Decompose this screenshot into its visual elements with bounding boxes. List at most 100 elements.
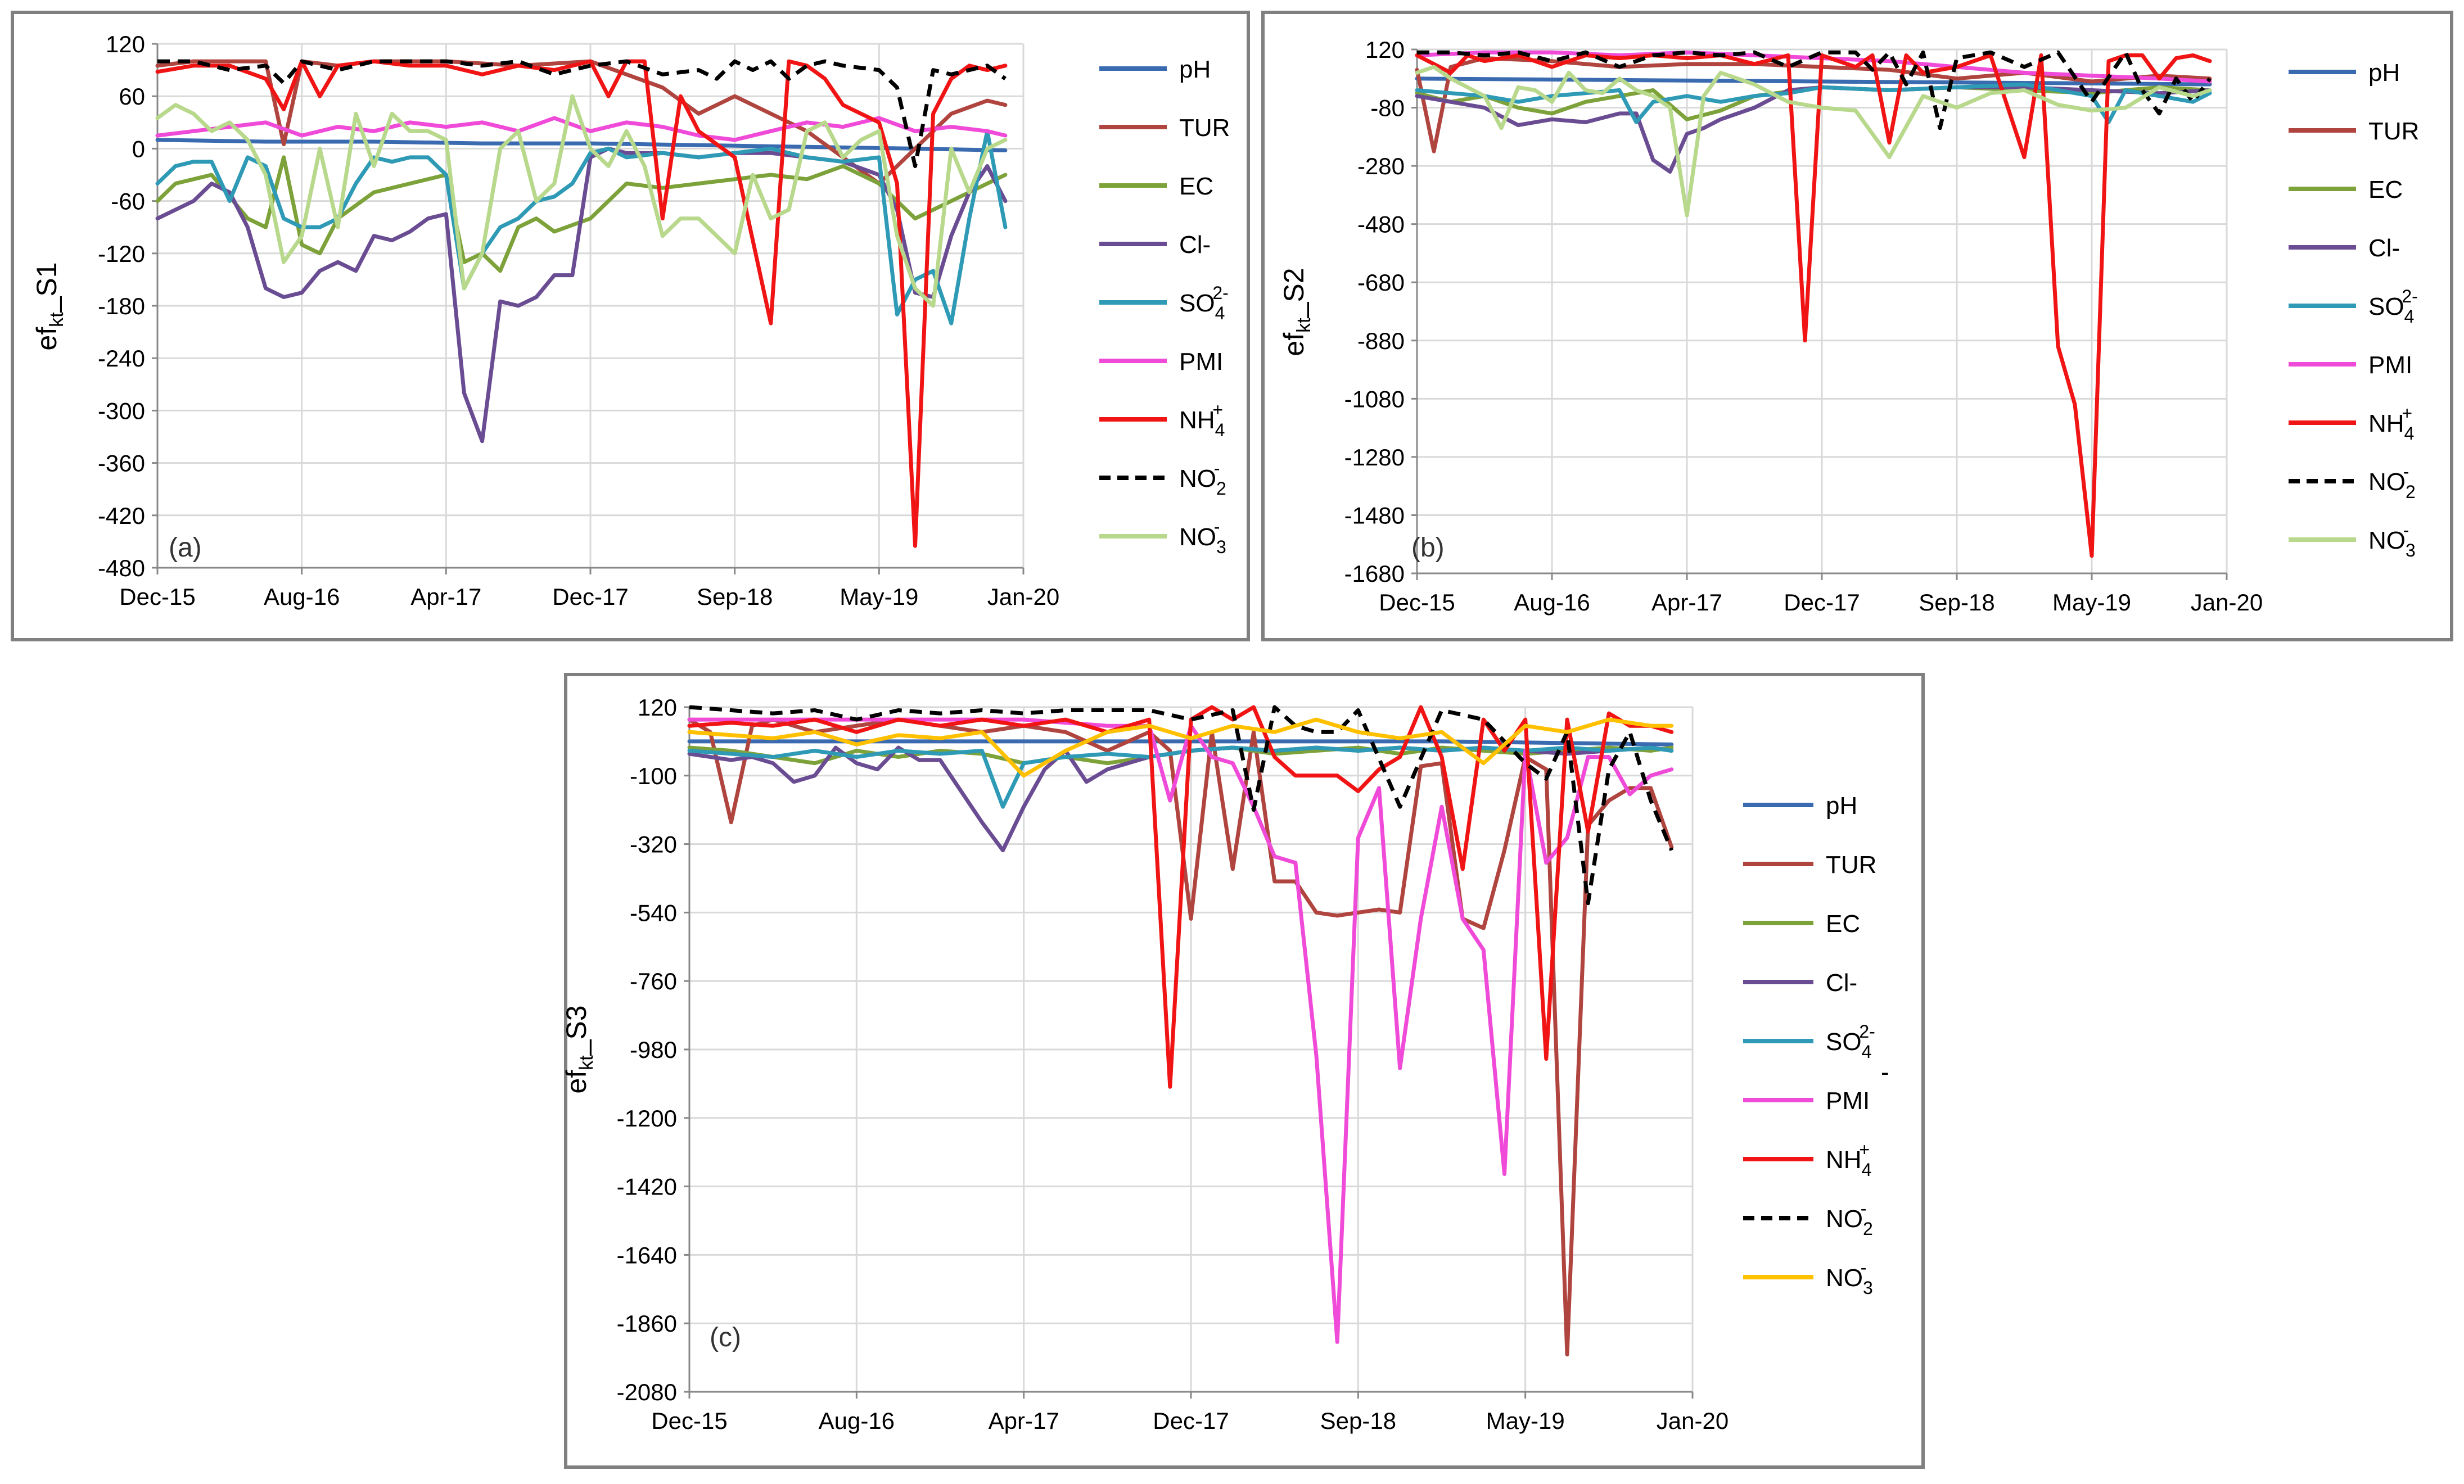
legend-subscript: 2	[1216, 478, 1226, 499]
y-tick-label: -1280	[1344, 444, 1405, 470]
legend-entry: PMI	[1826, 1087, 1870, 1115]
legend-text: EC	[1826, 910, 1860, 938]
legend-subscript: 3	[2406, 540, 2416, 560]
x-tick-label: Sep-18	[697, 583, 773, 610]
x-tick-label: Dec-17	[552, 583, 628, 610]
y-tick-label: -2080	[617, 1379, 677, 1405]
legend-stray-mark: -	[1881, 1058, 1889, 1086]
legend-text: EC	[2368, 176, 2403, 203]
legend-superscript: -	[2403, 520, 2409, 540]
legend-text: NO	[2368, 527, 2406, 554]
y-axis-label-suffix: _S1	[31, 262, 62, 313]
series-line-no3a	[155, 94, 1008, 308]
y-tick-label: 120	[638, 694, 677, 721]
y-tick-label: -880	[1357, 328, 1405, 354]
x-tick-label: Apr-17	[989, 1408, 1059, 1434]
legend-entry: NO3-	[1826, 1257, 1873, 1298]
y-tick-label: -980	[630, 1037, 677, 1063]
legend-text: pH	[1179, 56, 1211, 83]
y-tick-label: -60	[111, 188, 145, 215]
y-tick-label: -1420	[617, 1174, 677, 1200]
panel-label: (c)	[710, 1323, 741, 1352]
legend-text: Cl-	[1826, 969, 1857, 997]
legend-text: NH	[1826, 1146, 1862, 1174]
legend-superscript: -	[1861, 1257, 1867, 1278]
legend-text: NH	[1179, 406, 1215, 434]
legend-entry: TUR	[2368, 117, 2419, 145]
y-tick-label: 120	[1365, 37, 1405, 63]
y-axis-label: efkt_S3	[561, 1005, 597, 1093]
legend-text: TUR	[1826, 851, 1876, 879]
legend-entry: TUR	[1826, 851, 1876, 879]
legend-text: NO	[2368, 468, 2406, 496]
legend-superscript: +	[2402, 403, 2412, 423]
legend-superscript: +	[1212, 400, 1223, 420]
y-tick-label: -1080	[1344, 386, 1405, 412]
legend-subscript: 4	[1215, 303, 1225, 323]
legend-text: SO	[2368, 293, 2404, 320]
legend-text: PMI	[2368, 351, 2412, 379]
y-tick-label: 60	[119, 83, 145, 110]
x-tick-label: May-19	[840, 583, 918, 610]
series-line-no3a	[1415, 65, 2212, 218]
legend-entry: NH4+	[1826, 1139, 1871, 1180]
series-line-so4	[687, 745, 1674, 809]
legend-text: Cl-	[1179, 231, 1211, 259]
y-axis-label-main: ef	[561, 1070, 592, 1094]
legend-subscript: 2	[2406, 482, 2416, 502]
x-tick-label: Dec-17	[1784, 589, 1860, 616]
legend-superscript: -	[1861, 1198, 1867, 1219]
y-axis-label: efkt_S1	[31, 262, 67, 350]
series-line-no2	[157, 59, 1007, 168]
legend-text: NO	[1826, 1264, 1863, 1292]
y-tick-label: -1680	[1344, 560, 1405, 587]
legend-subscript: 4	[2404, 306, 2415, 327]
legend-text: NO	[1179, 523, 1216, 551]
legend-superscript: -	[1214, 517, 1220, 537]
legend-subscript: 3	[1863, 1278, 1873, 1298]
legend-text: TUR	[2368, 117, 2419, 145]
x-tick-label: Sep-18	[1919, 589, 1994, 616]
x-tick-label: Aug-16	[819, 1408, 895, 1434]
series-line-pmi	[155, 116, 1008, 142]
x-tick-label: Apr-17	[410, 583, 481, 610]
y-tick-label: -120	[98, 241, 145, 267]
legend-subscript: 4	[1862, 1160, 1872, 1180]
legend-text: NO	[1826, 1205, 1863, 1233]
panel-frame	[11, 11, 1250, 641]
legend-entry: pH	[1826, 792, 1857, 820]
y-axis-label-suffix: _S2	[1278, 268, 1310, 318]
y-tick-label: -540	[630, 899, 677, 926]
y-tick-label: -420	[98, 503, 145, 529]
x-tick-label: May-19	[1486, 1408, 1565, 1434]
legend-subscript: 4	[2404, 423, 2415, 444]
legend-entry: EC	[1826, 910, 1860, 938]
legend-subscript: 2	[1863, 1219, 1873, 1239]
x-tick-label: Jan-20	[1657, 1408, 1729, 1434]
legend-entry: Cl-	[1826, 969, 1857, 997]
x-tick-label: Dec-17	[1153, 1408, 1229, 1434]
legend-superscript: +	[1859, 1139, 1870, 1160]
legend-entry: PMI	[1179, 348, 1223, 375]
legend-subscript: 4	[1215, 420, 1225, 440]
legend-entry: NH4+	[2368, 403, 2414, 444]
legend-entry: pH	[1179, 56, 1211, 83]
x-tick-label: Jan-20	[2191, 589, 2263, 616]
legend-text: EC	[1179, 173, 1213, 200]
y-axis-label-subscript: kt	[1293, 318, 1315, 333]
series-line-ec	[155, 155, 1008, 273]
x-tick-label: Dec-15	[1379, 589, 1455, 616]
legend-superscript: 2-	[1212, 283, 1228, 303]
y-tick-label: -320	[630, 831, 677, 858]
y-tick-label: -240	[98, 345, 145, 372]
legend-text: SO	[1826, 1028, 1862, 1056]
legend-entry: SO42-	[1179, 283, 1229, 323]
legend-entry: EC	[2368, 176, 2403, 203]
y-tick-label: -1860	[617, 1310, 677, 1337]
legend-text: TUR	[1179, 114, 1230, 142]
legend-entry: EC	[1179, 173, 1213, 200]
panel-label: (b)	[1411, 533, 1445, 563]
series-line-nh4	[1415, 53, 2212, 558]
